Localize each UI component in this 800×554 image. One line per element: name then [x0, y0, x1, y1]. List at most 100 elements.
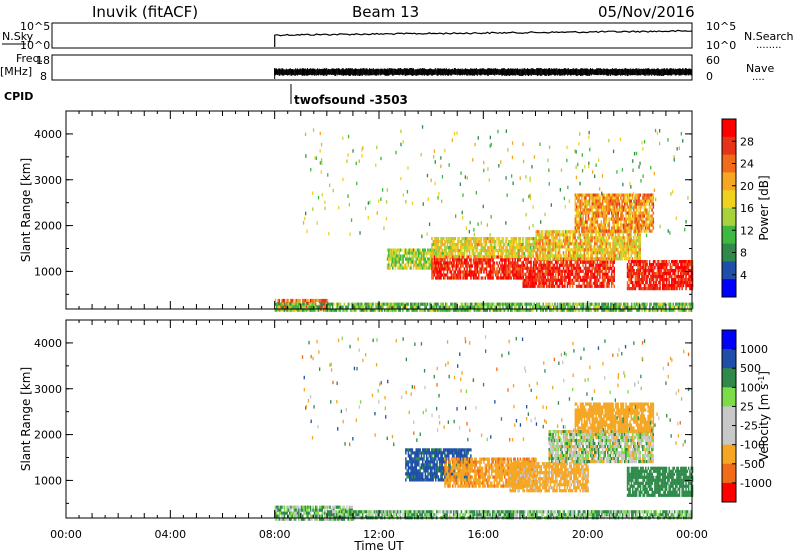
- data-cell: [372, 308, 374, 312]
- data-cell: [416, 308, 418, 312]
- data-cell: [634, 275, 637, 279]
- data-cell: [337, 305, 339, 309]
- data-cell: [681, 305, 684, 309]
- data-cell: [452, 240, 454, 244]
- data-cell: [481, 267, 484, 271]
- data-cell: [597, 305, 599, 309]
- data-cell: [636, 233, 639, 237]
- data-cell: [650, 269, 652, 273]
- data-cell: [690, 302, 693, 306]
- data-cell: [611, 302, 613, 306]
- data-cell: [436, 263, 438, 267]
- data-cell: [601, 248, 604, 252]
- data-cell: [531, 266, 534, 270]
- data-cell: [481, 264, 484, 268]
- data-cell: [553, 239, 556, 243]
- data-cell: [476, 249, 479, 253]
- data-cell: [630, 239, 632, 243]
- data-cell: [562, 230, 565, 234]
- data-cell: [600, 281, 602, 285]
- data-cell: [441, 237, 444, 241]
- data-cell: [594, 217, 596, 221]
- data-cell: [359, 302, 361, 306]
- data-cell: [667, 263, 669, 267]
- data-cell: [528, 246, 531, 250]
- data-cell: [592, 229, 595, 233]
- data-cell: [522, 275, 524, 279]
- data-cell: [471, 252, 473, 256]
- data-cell: [538, 230, 540, 234]
- cpid-label: CPID: [4, 90, 33, 103]
- data-cell: [585, 202, 587, 206]
- data-cell: [583, 266, 586, 270]
- data-cell: [574, 205, 577, 209]
- data-cell: [474, 276, 476, 280]
- data-cell: [542, 242, 544, 246]
- data-cell: [526, 263, 528, 267]
- data-cell: [517, 246, 519, 250]
- data-cell: [586, 251, 588, 255]
- data-cell: [549, 251, 552, 255]
- data-cell: [493, 308, 495, 312]
- data-cell: [506, 305, 508, 309]
- data-cell: [488, 240, 490, 244]
- data-cell: [542, 308, 544, 312]
- data-cell: [529, 266, 531, 270]
- data-cell: [669, 302, 672, 306]
- data-cell: [474, 305, 477, 309]
- data-cell: [591, 205, 593, 209]
- data-cell: [629, 199, 631, 203]
- data-cell: [565, 233, 567, 237]
- data-cell: [455, 267, 458, 271]
- data-cell: [614, 214, 617, 218]
- data-cell: [598, 211, 600, 215]
- data-cell: [558, 278, 561, 282]
- data-cell: [536, 275, 539, 279]
- data-cell: [624, 226, 626, 230]
- data-cell: [581, 305, 583, 309]
- data-cell: [607, 205, 609, 209]
- data-cell: [601, 208, 604, 212]
- data-cell: [631, 220, 634, 224]
- data-cell: [428, 251, 430, 255]
- data-cell: [582, 305, 585, 309]
- data-cell: [585, 226, 587, 230]
- data-cell: [545, 233, 548, 237]
- data-cell: [629, 278, 631, 282]
- data-cell: [652, 223, 655, 227]
- data-cell: [532, 240, 535, 244]
- data-cell: [542, 272, 544, 276]
- data-cell: [474, 273, 476, 277]
- data-cell: [645, 278, 647, 282]
- data-cell: [510, 264, 512, 268]
- data-cell: [588, 281, 591, 285]
- data-cell: [497, 264, 499, 268]
- data-cell: [539, 263, 541, 267]
- data-cell: [664, 278, 666, 282]
- data-cell: [601, 199, 604, 203]
- data-cell: [577, 248, 579, 252]
- data-cell: [456, 308, 459, 312]
- data-cell: [577, 226, 579, 230]
- data-cell: [682, 302, 685, 306]
- data-cell: [519, 249, 522, 253]
- data-cell: [445, 264, 447, 268]
- data-cell: [633, 260, 635, 264]
- data-cell: [308, 305, 310, 309]
- data-cell: [555, 269, 557, 273]
- data-cell: [605, 226, 608, 230]
- data-cell: [388, 263, 390, 267]
- data-cell: [585, 211, 587, 215]
- data-cell: [549, 281, 552, 285]
- data-cell: [646, 226, 648, 230]
- data-cell: [489, 237, 492, 241]
- data-cell: [308, 302, 310, 306]
- data-cell: [416, 305, 418, 309]
- data-cell: [646, 214, 648, 218]
- data-cell: [348, 203, 350, 207]
- data-cell: [613, 229, 616, 233]
- data-cell: [612, 275, 614, 279]
- data-cell: [535, 245, 537, 249]
- data-cell: [581, 260, 583, 264]
- data-cell: [412, 254, 415, 258]
